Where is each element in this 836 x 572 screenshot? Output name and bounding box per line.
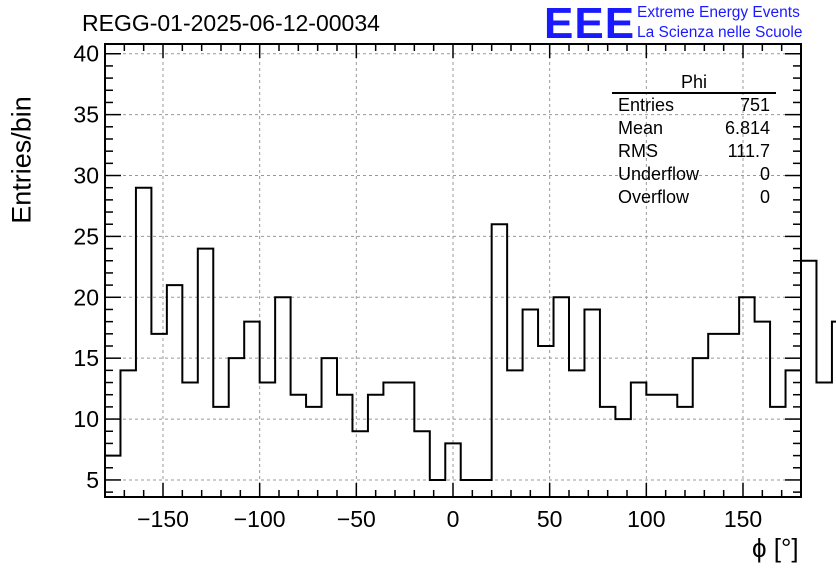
y-tick-label: 30	[73, 163, 99, 189]
y-tick-label: 15	[73, 345, 99, 371]
stats-value: 751	[739, 95, 770, 115]
chart-title: REGG-01-2025-06-12-00034	[82, 10, 380, 36]
histogram-line	[104, 186, 836, 497]
y-tick-label: 10	[73, 406, 99, 432]
y-tick-label: 25	[73, 223, 99, 249]
x-tick-label: 50	[537, 506, 563, 532]
y-tick-label: 40	[73, 41, 99, 67]
logo-caption-line1: Extreme Energy Events	[637, 4, 800, 21]
stats-value: 111.7	[727, 141, 770, 161]
stats-value: 0	[759, 164, 770, 184]
x-tick-label: −50	[337, 506, 376, 532]
x-tick-label: 150	[724, 506, 762, 532]
stats-label: Mean	[618, 118, 664, 138]
stats-row-underflow: Underflow 0	[612, 163, 776, 186]
stats-value: 0	[759, 187, 770, 207]
stats-label: RMS	[618, 141, 658, 161]
eee-logo: EEE	[544, 0, 636, 48]
x-axis-label: ϕ [°]	[752, 533, 799, 563]
stats-label: Underflow	[618, 164, 700, 184]
stats-label: Entries	[618, 95, 675, 115]
x-tick-label: −150	[137, 506, 189, 532]
y-tick-label: 35	[73, 102, 99, 128]
x-tick-label: −100	[234, 506, 286, 532]
stats-box-title: Phi	[612, 72, 776, 94]
stats-row-overflow: Overflow 0	[612, 186, 776, 209]
stats-label: Overflow	[618, 187, 690, 207]
stats-box: Phi Entries 751 Mean 6.814 RMS 111.7 Und…	[612, 72, 776, 209]
stats-row-entries: Entries 751	[612, 94, 776, 117]
stats-row-rms: RMS 111.7	[612, 140, 776, 163]
logo-caption-line2: La Scienza nelle Scuole	[637, 24, 803, 41]
x-tick-label: 100	[627, 506, 665, 532]
stats-row-mean: Mean 6.814	[612, 117, 776, 140]
y-tick-label: 20	[73, 284, 99, 310]
logo-caption: Extreme Energy Events La Scienza nelle S…	[637, 3, 802, 43]
y-tick-label: 5	[86, 467, 99, 493]
x-tick-label: 0	[447, 506, 460, 532]
stats-value: 6.814	[724, 118, 770, 138]
